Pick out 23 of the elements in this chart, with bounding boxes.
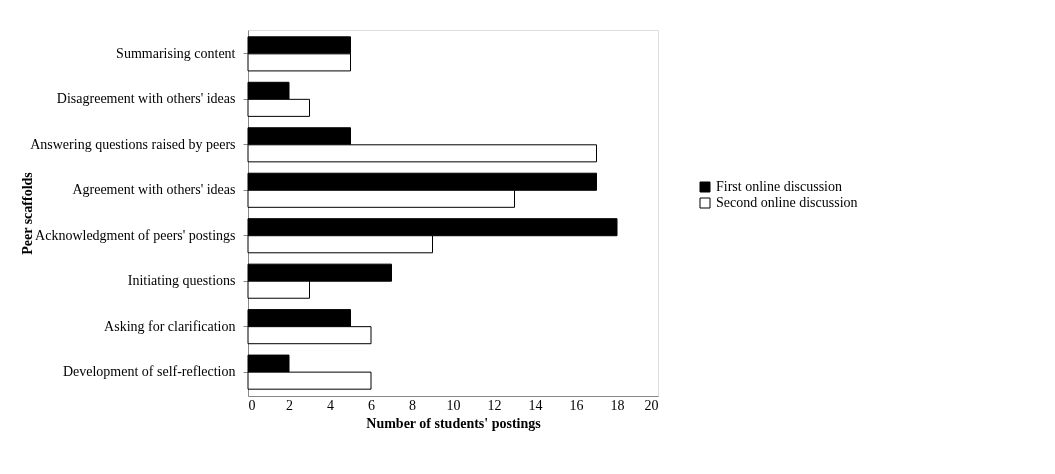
y-tick-label: Asking for clarification	[104, 318, 236, 334]
x-axis-title: Number of students' postings	[366, 415, 542, 431]
y-tick-label: Agreement with others' ideas	[72, 182, 236, 198]
x-tick-label: 18	[610, 397, 625, 413]
x-tick-label: 4	[327, 397, 334, 413]
x-tick-label: 20	[644, 397, 659, 413]
y-tick-label: Summarising content	[116, 45, 236, 61]
legend-label: Second online discussion	[716, 195, 858, 210]
x-tick-label: 16	[569, 397, 584, 413]
legend-label: First online discussion	[716, 179, 843, 194]
x-tick-label: 8	[409, 397, 416, 413]
x-tick-label: 6	[368, 397, 375, 413]
x-tick-label: 14	[528, 397, 543, 413]
x-tick-label: 12	[487, 397, 502, 413]
x-tick-label: 0	[248, 397, 256, 413]
x-tick-label: 2	[286, 397, 293, 413]
y-tick-label: Initiating questions	[127, 273, 236, 289]
y-tick-label: Acknowledgment of peers' postings	[35, 227, 236, 243]
y-tick-label: Answering questions raised by peers	[30, 136, 236, 152]
y-axis-title: Peer scaffolds	[19, 171, 35, 255]
y-tick-label: Disagreement with others' ideas	[56, 91, 236, 107]
y-tick-label: Development of self-reflection	[62, 364, 236, 380]
x-tick-label: 10	[446, 397, 461, 413]
